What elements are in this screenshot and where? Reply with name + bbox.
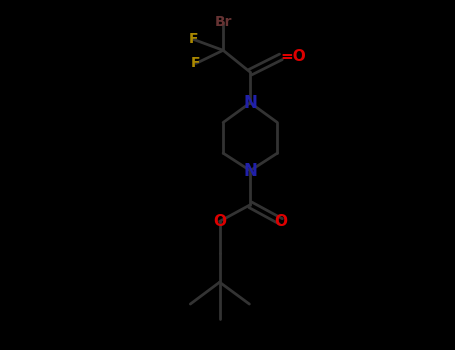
Text: O: O [213, 214, 226, 229]
Text: O: O [274, 214, 288, 229]
Text: N: N [243, 94, 257, 112]
Text: F: F [189, 33, 198, 46]
Text: Br: Br [214, 15, 232, 29]
Text: N: N [243, 162, 257, 180]
Text: =O: =O [281, 49, 307, 64]
Text: F: F [191, 56, 201, 70]
